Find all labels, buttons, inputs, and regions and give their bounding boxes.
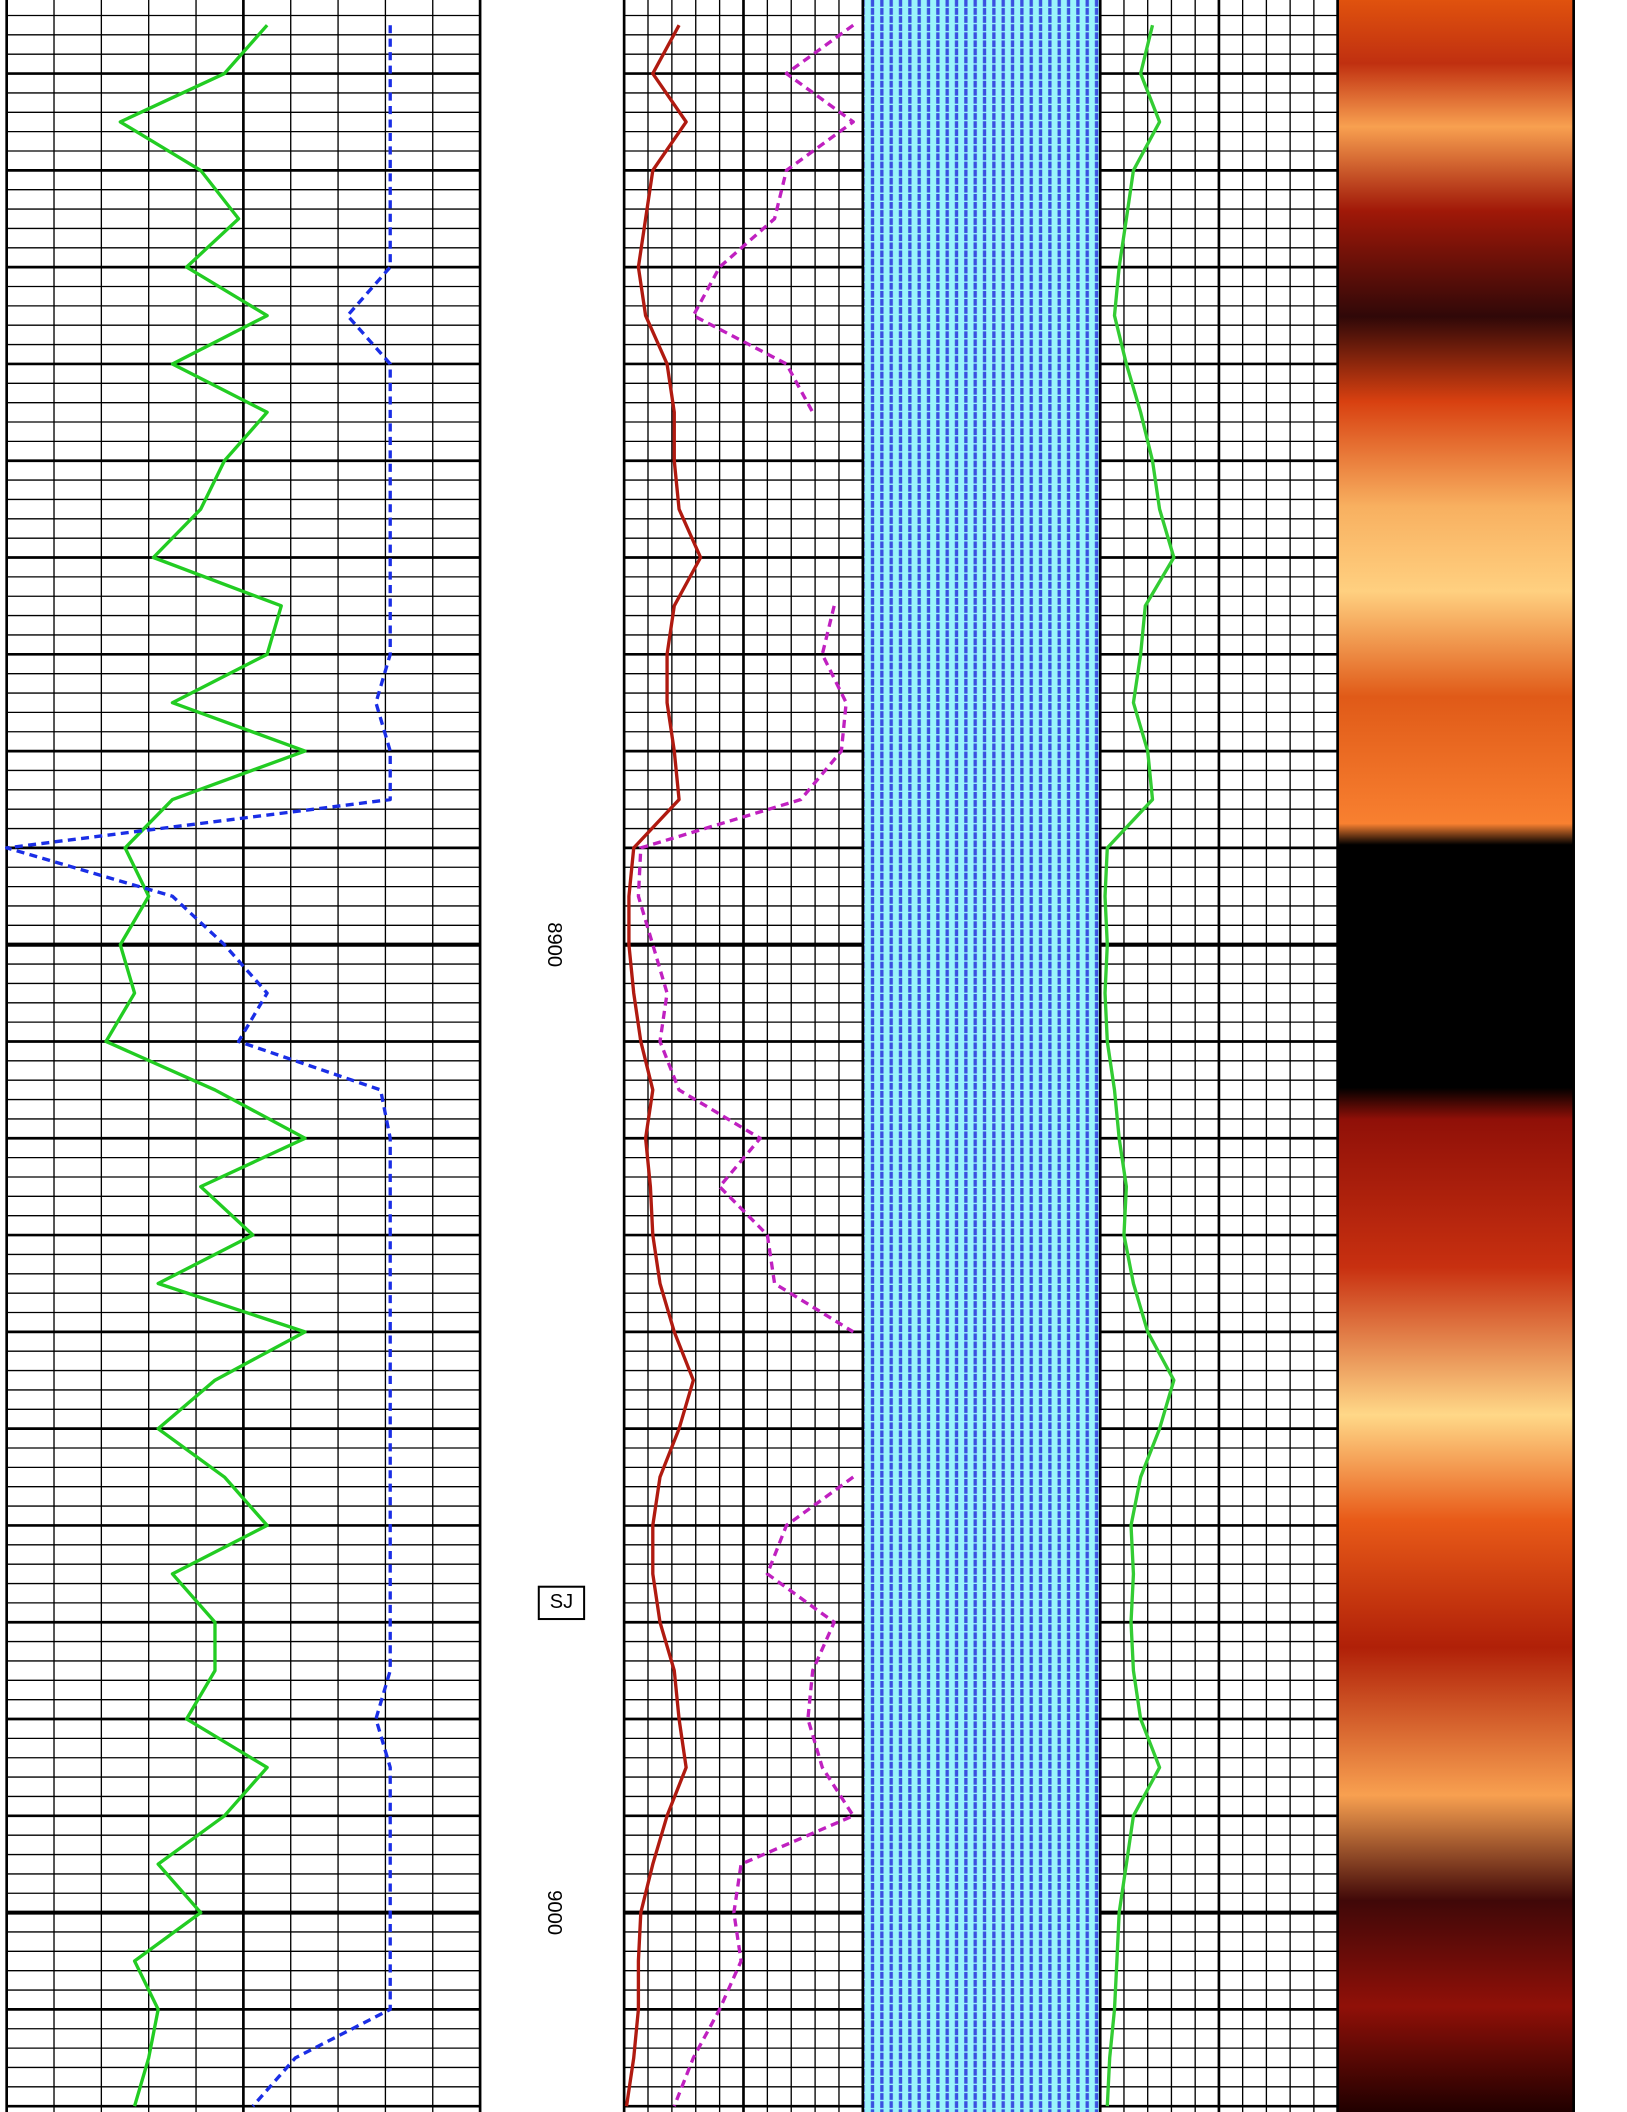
log-curve <box>104 24 307 2107</box>
waveform-image <box>864 0 1099 2112</box>
marker-box <box>537 1585 586 1621</box>
log-curve <box>624 24 703 2107</box>
depth-label: 9000 <box>543 1890 565 1935</box>
marker-label: SJ <box>550 1591 573 1613</box>
log-curve <box>5 25 392 2108</box>
depth-label: 8900 <box>543 922 565 967</box>
image-log <box>1337 0 1574 2112</box>
curves <box>5 23 1176 2108</box>
depth-labels: 880089009000SJ <box>537 922 586 1935</box>
grid <box>5 0 1339 2112</box>
log-curve <box>636 23 855 2107</box>
log-curve <box>1103 24 1176 2107</box>
